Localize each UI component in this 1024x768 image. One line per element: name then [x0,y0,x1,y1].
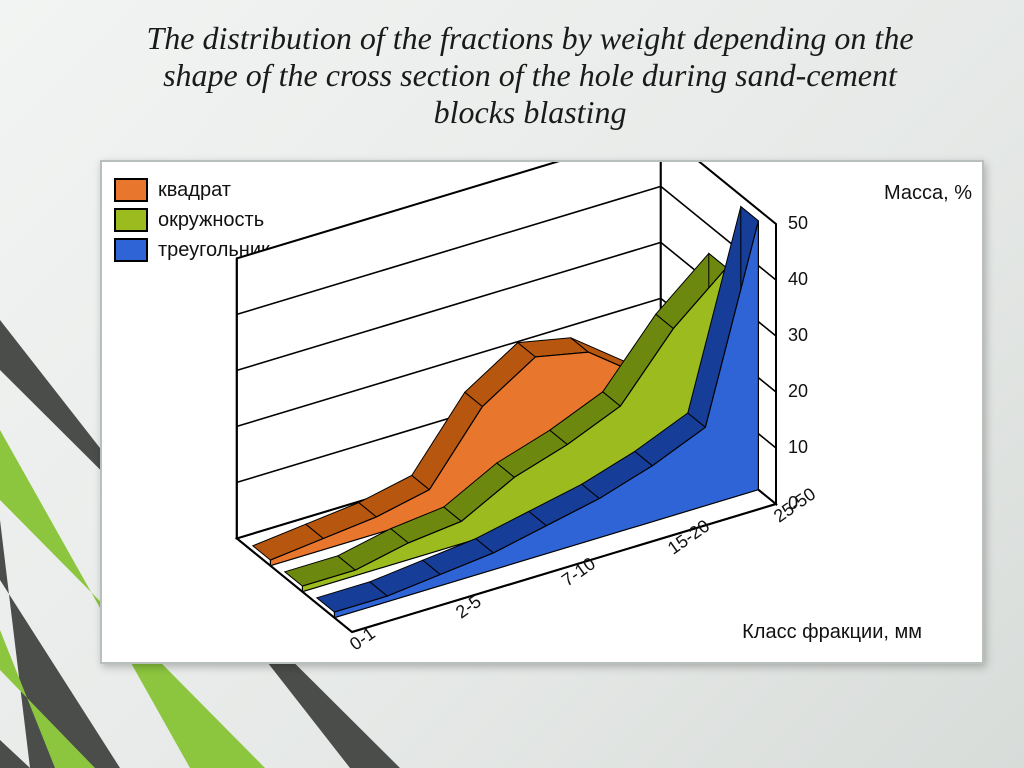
y-tick: 20 [788,381,808,402]
y-tick: 30 [788,325,808,346]
y-tick: 40 [788,269,808,290]
slide-title: The distribution of the fractions by wei… [140,20,920,131]
y-tick: 10 [788,437,808,458]
title-text: The distribution of the fractions by wei… [146,20,913,130]
y-tick: 50 [788,213,808,234]
area-3d-chart [102,162,982,662]
x-axis-label: Класс фракции, мм [742,621,922,644]
y-axis-label: Масса, % [884,182,972,205]
chart-container: квадрат окружность треугольник Масса, % … [100,160,984,664]
slide: The distribution of the fractions by wei… [0,0,1024,768]
